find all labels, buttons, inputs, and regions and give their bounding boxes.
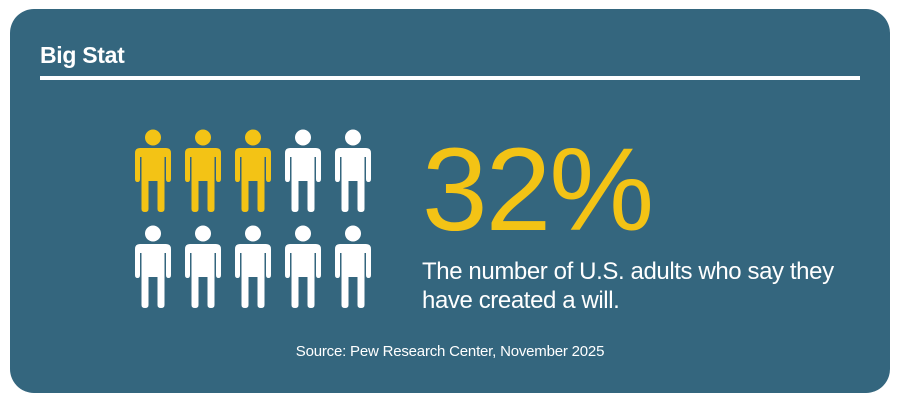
- person-icon-grid: [131, 129, 375, 319]
- person-icon: [331, 225, 375, 309]
- card-heading: Big Stat: [40, 42, 125, 68]
- person-icon: [181, 225, 225, 309]
- person-icon: [281, 129, 325, 213]
- person-icon: [131, 225, 175, 309]
- person-icon-highlighted: [231, 129, 275, 213]
- person-icon: [331, 129, 375, 213]
- stat-description: The number of U.S. adults who say they h…: [422, 258, 834, 314]
- stat-card: Big Stat 32% The number of U.S. adults w…: [10, 9, 890, 393]
- person-icon-highlighted: [181, 129, 225, 213]
- person-icon: [231, 225, 275, 309]
- heading-divider: [40, 76, 860, 80]
- stat-percent: 32%: [422, 124, 654, 256]
- person-icon-highlighted: [131, 129, 175, 213]
- person-icon: [281, 225, 325, 309]
- source-note: Source: Pew Research Center, November 20…: [295, 343, 605, 360]
